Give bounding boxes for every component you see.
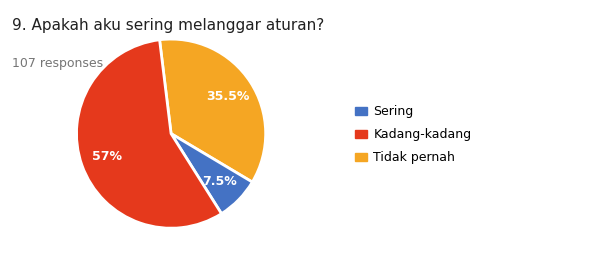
- Text: 107 responses: 107 responses: [12, 57, 103, 70]
- Text: 57%: 57%: [92, 150, 122, 163]
- Wedge shape: [159, 39, 266, 182]
- Wedge shape: [171, 134, 252, 214]
- Text: 9. Apakah aku sering melanggar aturan?: 9. Apakah aku sering melanggar aturan?: [12, 18, 324, 33]
- Text: 7.5%: 7.5%: [202, 175, 237, 188]
- Text: 35.5%: 35.5%: [207, 90, 250, 103]
- Wedge shape: [76, 40, 221, 228]
- Legend: Sering, Kadang-kadang, Tidak pernah: Sering, Kadang-kadang, Tidak pernah: [354, 105, 472, 164]
